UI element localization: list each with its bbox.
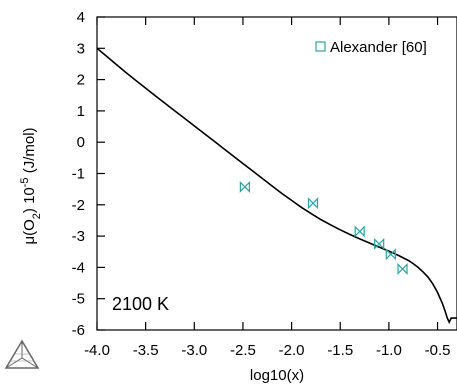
x-axis-ticks <box>96 17 439 330</box>
series-layer <box>96 47 457 325</box>
data-point <box>374 237 385 250</box>
x-tick-label: -3.0 <box>181 342 207 359</box>
y-tick-label: -4 <box>72 259 85 276</box>
temperature-annotation: 2100 K <box>112 294 169 314</box>
thermo-calc-triangle-icon <box>4 339 40 369</box>
x-tick-label: -4.0 <box>84 342 110 359</box>
y-axis-label: μ(O2) 10-5 (J/mol) <box>19 127 43 244</box>
x-tick-label: -0.5 <box>425 342 451 359</box>
x-tick-label: -1.0 <box>376 342 402 359</box>
legend-marker-square <box>315 41 326 52</box>
y-tick-label: -6 <box>72 322 85 339</box>
y-axis-tick-labels: 4 3 2 1 0 -1 -2 -3 -4 -5 -6 <box>72 9 85 339</box>
data-point <box>397 263 408 275</box>
y-tick-label: 4 <box>77 9 85 26</box>
y-axis-ticks <box>97 16 105 331</box>
y-tick-label: -1 <box>72 166 85 183</box>
y-tick-label: 0 <box>77 134 85 151</box>
y-tick-label: -2 <box>72 197 85 214</box>
x-tick-label: -2.5 <box>230 342 256 359</box>
y-axis-label-part: μ(O <box>21 219 38 244</box>
y-tick-label: 1 <box>77 103 85 120</box>
y-axis-label-part: (J/mol) <box>21 127 38 177</box>
x-axis-label: log10(x) <box>250 367 304 384</box>
data-point <box>385 248 396 261</box>
x-tick-label: -1.5 <box>327 342 353 359</box>
x-axis-tick-labels: -4.0 -3.5 -3.0 -2.5 -2.0 -1.5 -1.0 -0.5 <box>84 342 450 359</box>
y-axis-label-part: 2 <box>31 213 43 219</box>
y-tick-label: 2 <box>77 72 85 89</box>
y-tick-label: -3 <box>72 228 85 245</box>
data-point <box>307 197 319 210</box>
data-point <box>354 225 365 238</box>
y-axis-label-part: -5 <box>19 177 31 187</box>
x-tick-label: -3.5 <box>133 342 159 359</box>
calculated-curve <box>96 47 457 325</box>
data-point <box>239 181 250 193</box>
legend-entry-label: Alexander [60] <box>330 39 427 56</box>
legend: Alexander [60] <box>315 39 427 56</box>
y-axis-label-part: ) 10 <box>21 187 38 213</box>
x-tick-label: -2.0 <box>279 342 305 359</box>
plot-area <box>96 16 457 331</box>
plot-frame <box>96 16 457 331</box>
y-tick-label: 3 <box>77 40 85 57</box>
y-tick-label: -5 <box>72 291 85 308</box>
